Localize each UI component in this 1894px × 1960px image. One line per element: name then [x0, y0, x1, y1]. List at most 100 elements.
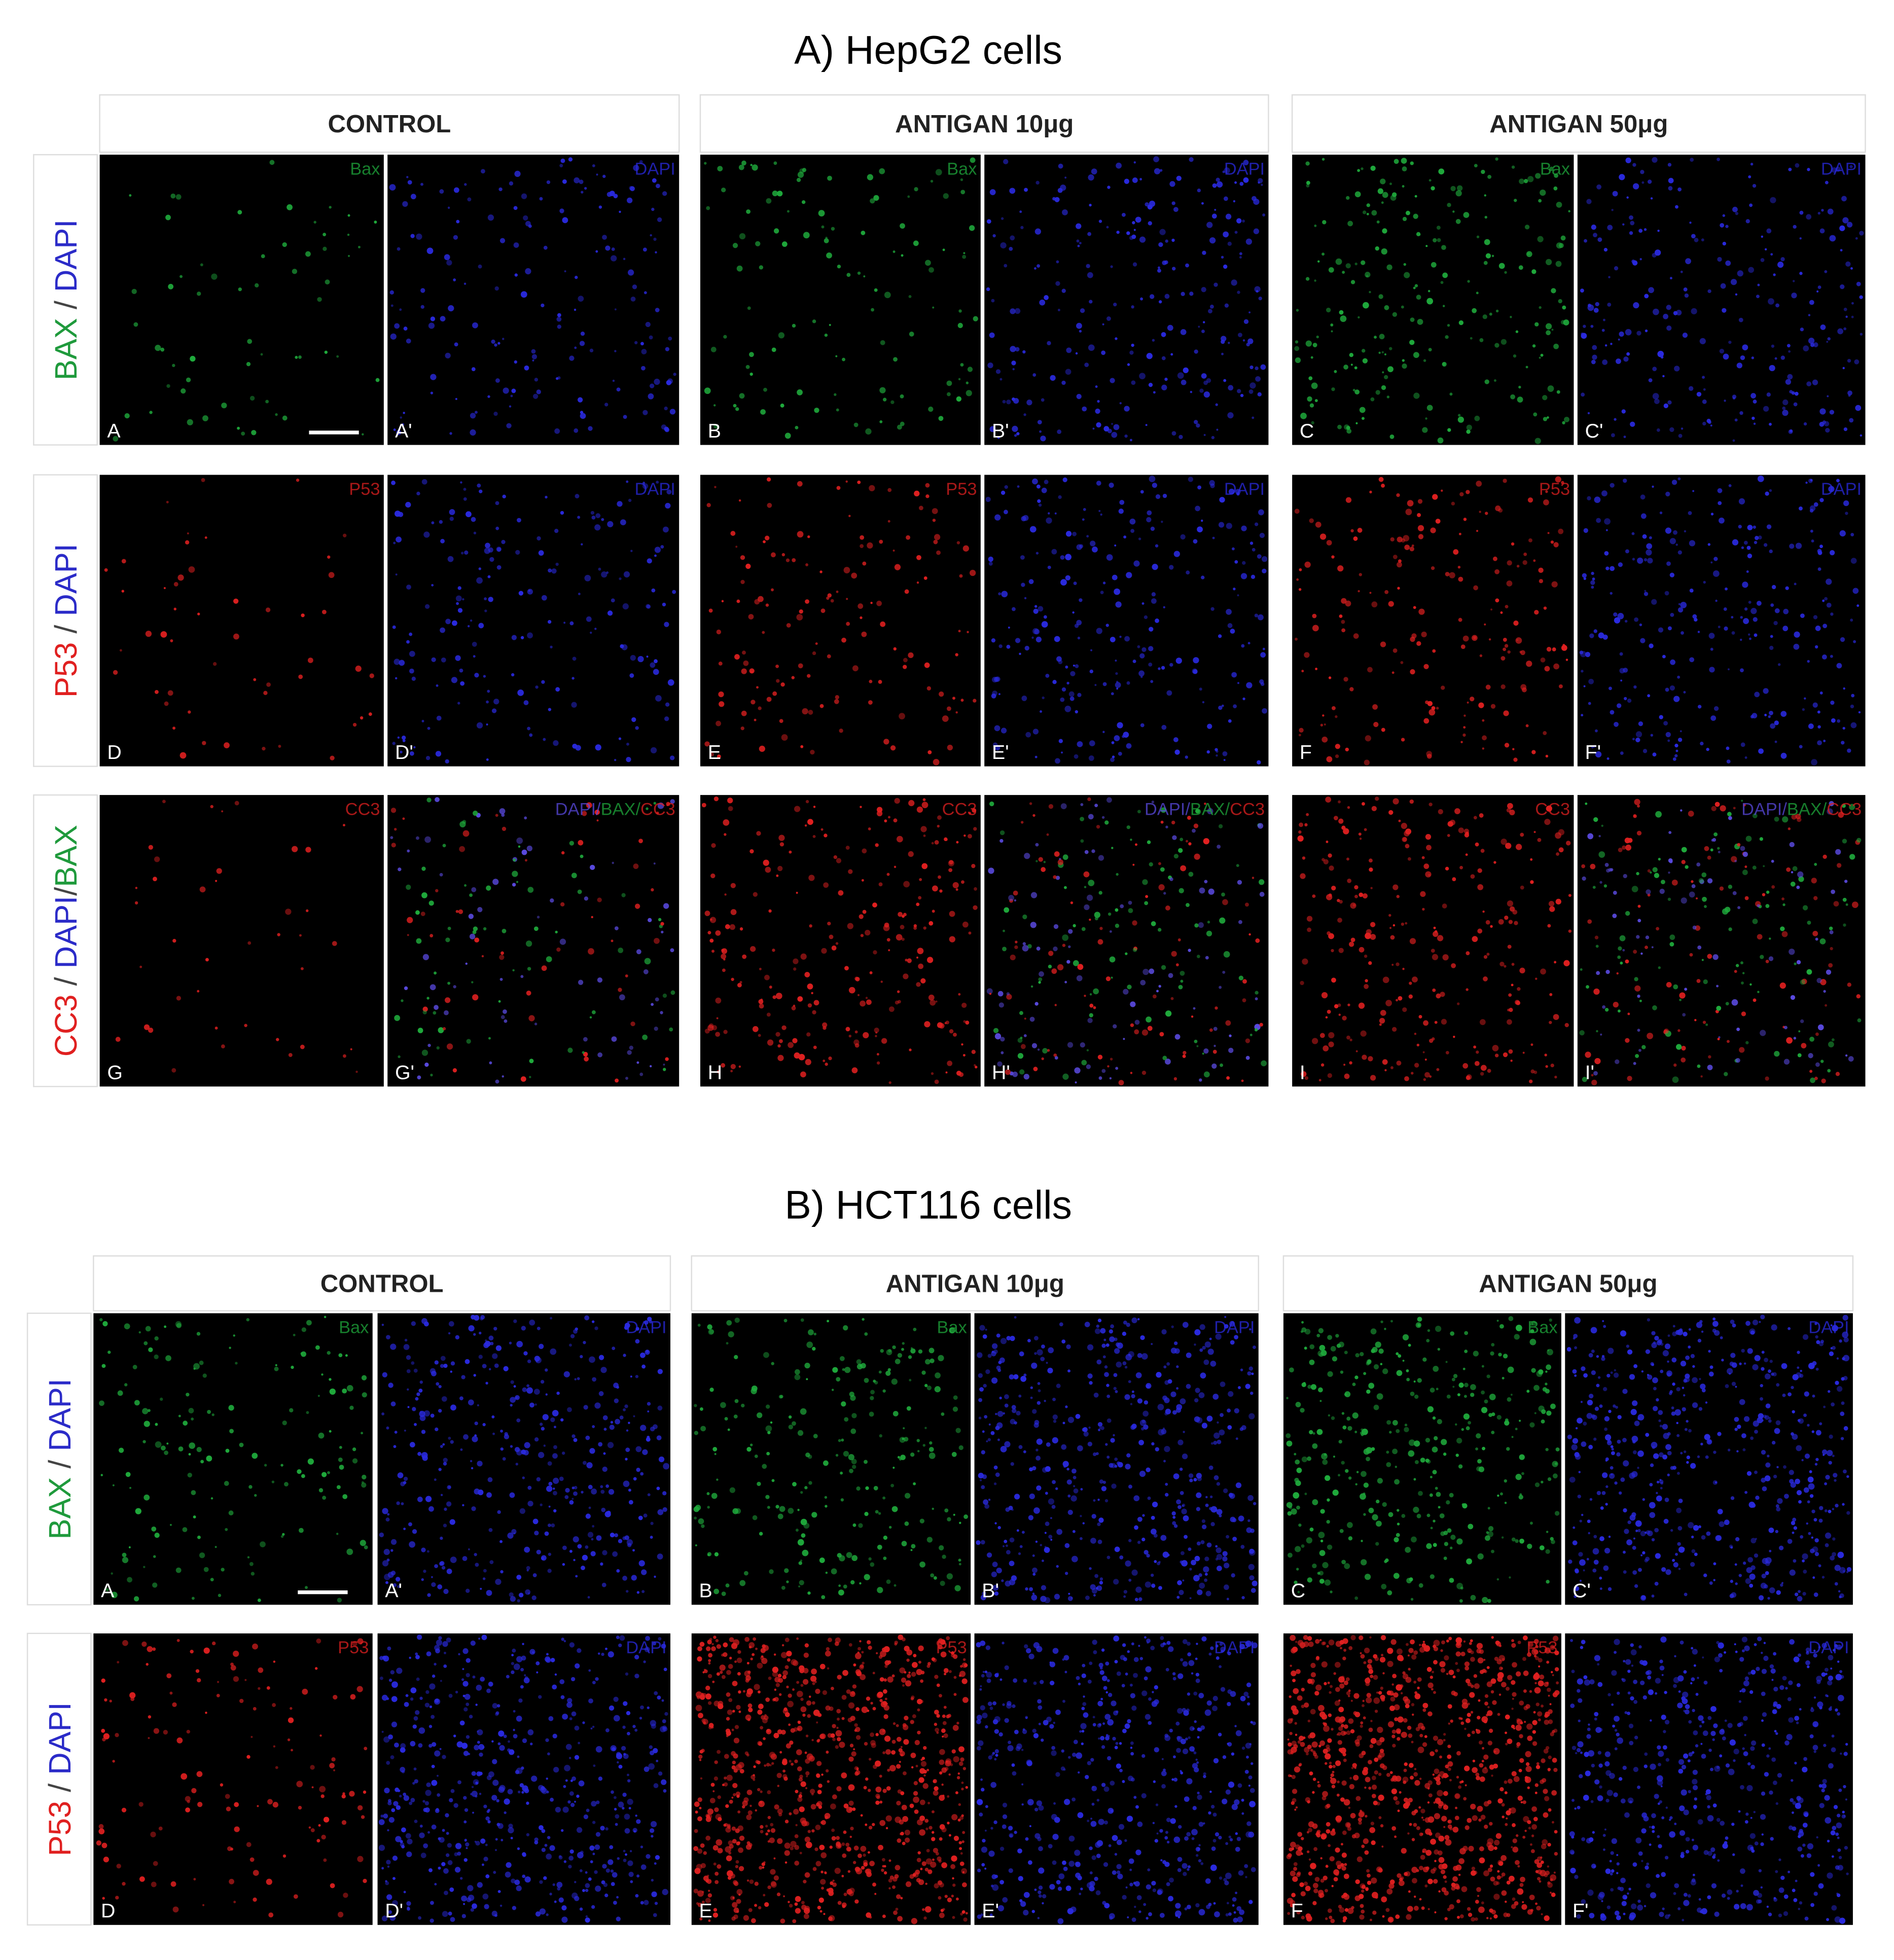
cell — [1055, 758, 1060, 764]
cell — [369, 673, 374, 678]
cell — [1610, 710, 1615, 715]
cell — [1143, 1424, 1149, 1430]
cell — [1608, 868, 1612, 872]
cell — [1060, 697, 1065, 702]
cell — [1258, 614, 1264, 621]
cell — [172, 364, 175, 368]
cell — [1145, 1581, 1151, 1588]
cell — [1159, 1032, 1164, 1037]
cell — [1539, 356, 1541, 359]
cell — [1115, 682, 1121, 688]
cell — [211, 1413, 215, 1417]
cell — [1475, 842, 1479, 847]
cell — [1592, 354, 1597, 360]
cell — [1594, 496, 1601, 503]
cell — [1458, 532, 1461, 535]
cell — [1141, 1029, 1149, 1036]
cell — [653, 802, 656, 805]
cell — [390, 1539, 397, 1545]
cell — [1850, 558, 1857, 564]
cell — [1015, 940, 1018, 943]
column-header: CONTROL — [320, 1271, 444, 1298]
cell — [1603, 884, 1607, 888]
cell — [1457, 565, 1461, 569]
cell — [1603, 247, 1608, 252]
cell — [835, 1454, 839, 1457]
cell — [1457, 414, 1461, 417]
cell — [1836, 479, 1840, 483]
cell — [1024, 188, 1028, 192]
cell — [155, 345, 161, 351]
cell — [1335, 258, 1342, 265]
cell — [1129, 236, 1134, 240]
cell — [1670, 179, 1673, 182]
cell — [894, 865, 897, 868]
cell — [1692, 925, 1697, 930]
cell — [1134, 1029, 1139, 1035]
cell — [1124, 406, 1130, 412]
cell — [1433, 238, 1437, 243]
cell — [1107, 1065, 1110, 1068]
cell — [287, 204, 293, 210]
cell — [1065, 554, 1071, 561]
cell — [848, 515, 851, 517]
cell — [1828, 963, 1833, 968]
cell — [630, 1021, 635, 1027]
cell — [1594, 935, 1599, 939]
cell — [1079, 1537, 1083, 1540]
cell — [626, 742, 629, 746]
cell — [368, 712, 372, 716]
cell — [1745, 1041, 1749, 1044]
cell — [463, 497, 467, 501]
cell — [434, 1564, 438, 1569]
cell — [584, 896, 589, 901]
cell — [1409, 340, 1415, 345]
cell — [1743, 618, 1749, 624]
cell — [617, 501, 623, 507]
cell — [656, 1435, 662, 1440]
cell — [1745, 219, 1750, 224]
cell — [1652, 393, 1659, 400]
channel-label-part: Bax — [339, 1318, 369, 1337]
cell — [421, 1430, 426, 1434]
cell — [1441, 1019, 1447, 1025]
cell — [806, 1378, 808, 1381]
cell — [539, 1423, 543, 1426]
cell — [1130, 1403, 1133, 1405]
cell — [644, 291, 647, 295]
cell — [487, 575, 491, 578]
cell — [426, 997, 430, 1000]
cell — [1375, 246, 1379, 251]
cell — [1022, 942, 1026, 946]
cell — [1051, 968, 1057, 974]
cell — [1449, 392, 1453, 396]
cell — [1465, 831, 1469, 836]
cell — [431, 657, 436, 662]
cell — [1858, 711, 1861, 714]
cell — [1652, 1005, 1657, 1010]
cell — [1615, 1059, 1620, 1064]
cell — [1715, 599, 1718, 602]
cell — [661, 424, 667, 430]
cell — [1617, 1009, 1621, 1013]
panel-letter: A' — [385, 1580, 402, 1602]
cell — [1146, 1467, 1151, 1472]
cell — [154, 689, 159, 694]
cell — [1763, 406, 1769, 412]
cell — [1734, 859, 1737, 862]
cell — [1017, 1052, 1024, 1059]
cell — [594, 809, 600, 815]
cell — [933, 1576, 937, 1580]
cell — [392, 742, 396, 745]
cell — [625, 1458, 628, 1461]
cell — [1558, 847, 1564, 853]
cell — [1150, 680, 1154, 683]
cell — [1661, 880, 1665, 885]
cell — [1487, 174, 1492, 179]
cell — [439, 520, 443, 524]
cell — [1631, 532, 1635, 535]
cell — [1299, 568, 1302, 571]
cell — [1198, 325, 1200, 328]
cell — [1131, 1569, 1138, 1576]
cell — [807, 983, 813, 990]
